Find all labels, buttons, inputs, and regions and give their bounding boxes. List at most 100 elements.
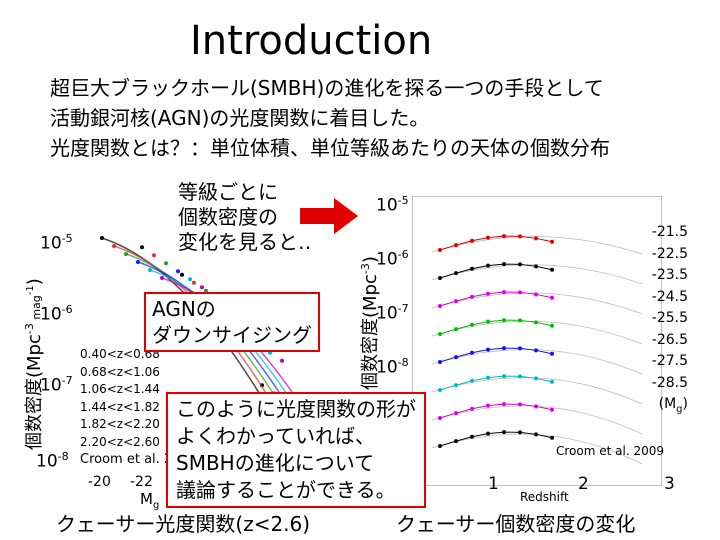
right-magnitude-list: -21.5 -22.5 -23.5 -24.5 -25.5 -26.5 -27.…	[640, 222, 688, 420]
magnitude-label: (Mg)	[658, 396, 688, 415]
right-segment	[519, 319, 537, 323]
right-segment	[455, 324, 473, 330]
legend-entry: 1.06<z<1.44	[80, 382, 160, 396]
legend-entry: 2.20<z<2.60	[80, 434, 160, 449]
right-segment	[471, 321, 489, 326]
magnitude-label: -27.5	[651, 353, 688, 369]
right-ytick-4: 10-8	[376, 356, 409, 378]
right-segment	[535, 405, 553, 411]
right-segment	[535, 349, 553, 355]
left-point	[164, 261, 168, 266]
right-segment	[519, 291, 537, 295]
right-segment	[535, 265, 553, 271]
right-segment	[535, 433, 553, 439]
right-segment	[487, 291, 505, 295]
red-arrow	[300, 198, 358, 234]
left-point	[180, 272, 184, 277]
right-segment	[487, 319, 505, 323]
magnitude-label: -22.5	[651, 245, 688, 262]
right-caption: クェーサー個数密度の変化	[396, 512, 636, 536]
left-point	[200, 285, 204, 290]
right-segment	[519, 403, 537, 407]
legend-entry: 0.68<z<1.06	[80, 364, 160, 379]
right-segment	[487, 431, 505, 435]
right-segment	[439, 300, 457, 307]
right-segment	[439, 244, 457, 251]
note-top: 等級ごとに 個数密度の 変化を見ると‥	[178, 180, 312, 255]
left-point	[204, 288, 208, 293]
left-point	[192, 280, 196, 285]
left-point	[140, 245, 144, 250]
left-xlabel: Mg	[140, 490, 160, 511]
left-ytick-4: 10-8	[36, 450, 69, 472]
left-point	[100, 236, 104, 240]
right-segment	[471, 377, 489, 382]
right-ytick-2: 10-6	[376, 248, 409, 270]
right-segment	[439, 412, 457, 419]
right-segment	[535, 377, 553, 383]
right-segment	[471, 265, 489, 270]
left-point	[280, 358, 284, 363]
magnitude-label: -25.5	[651, 310, 688, 326]
left-point	[160, 276, 164, 280]
left-point	[112, 244, 116, 248]
right-xtick-2: 2	[578, 474, 589, 494]
left-ytick-2: 10-6	[40, 303, 73, 325]
right-segment	[487, 403, 505, 407]
right-plot-image	[412, 196, 662, 486]
right-segment	[455, 408, 473, 414]
right-segment	[471, 293, 489, 298]
magnitude-label: -23.5	[651, 267, 688, 283]
right-segment	[519, 235, 537, 239]
left-caption: クェーサー光度関数(z<2.6)	[56, 512, 311, 536]
left-ytick-3: 10-7	[40, 374, 73, 396]
right-segment	[471, 237, 489, 242]
right-segment	[455, 240, 473, 246]
left-point	[152, 253, 156, 258]
right-xtick-3: 3	[664, 474, 675, 494]
right-credit: Croom et al. 2009	[556, 444, 664, 458]
right-segment	[455, 268, 473, 274]
right-segment	[519, 263, 537, 267]
left-xtick-1: -20	[88, 474, 111, 490]
right-segment	[439, 384, 457, 391]
right-segment	[487, 375, 505, 379]
right-xlabel: Redshift	[520, 490, 569, 504]
right-segment	[439, 356, 457, 363]
right-ytick-1: 10-5	[376, 194, 409, 216]
right-segment	[439, 440, 457, 447]
legend-entry: 1.82<z<2.20	[80, 417, 160, 431]
note-bottom: このように光度関数の形が よくわかっていれば、 SMBHの進化について 議論する…	[166, 392, 426, 508]
right-segment	[455, 380, 473, 386]
right-segment	[535, 237, 553, 243]
right-segment	[535, 293, 553, 299]
right-segment	[519, 347, 537, 351]
intro-line-1: 超巨大ブラックホール(SMBH)の進化を探る一つの手段として	[50, 76, 604, 100]
right-xtick-1: 1	[488, 474, 499, 494]
right-point	[550, 239, 554, 244]
note-agn-downsizing: AGNの ダウンサイジング	[144, 292, 320, 352]
right-segment	[455, 296, 473, 302]
left-point	[148, 268, 152, 272]
right-segment	[471, 433, 489, 438]
magnitude-label: -21.5	[651, 224, 688, 240]
left-xtick-2: -22	[130, 474, 153, 490]
legend-entry: 1.44<z<1.82	[80, 399, 160, 414]
right-segment	[487, 263, 505, 267]
slide-title: Introduction	[190, 18, 433, 64]
intro-line-3: 光度関数とは？：単位体積、単位等級あたりの天体の個数分布	[50, 136, 610, 160]
right-segment	[487, 235, 505, 239]
right-segment	[535, 321, 553, 327]
right-segment	[439, 272, 457, 279]
magnitude-label: -28.5	[651, 374, 688, 391]
right-segment	[471, 405, 489, 410]
right-segment	[455, 352, 473, 358]
right-segment	[519, 375, 537, 379]
right-ytick-3: 10-7	[376, 302, 409, 324]
right-segment	[439, 328, 457, 335]
right-segment	[487, 347, 505, 351]
intro-line-2: 活動銀河核(AGN)の光度関数に着目した。	[50, 106, 430, 130]
left-point	[124, 252, 128, 256]
legend-entry: 0.40<z<0.68	[80, 347, 160, 361]
right-segment	[471, 349, 489, 354]
